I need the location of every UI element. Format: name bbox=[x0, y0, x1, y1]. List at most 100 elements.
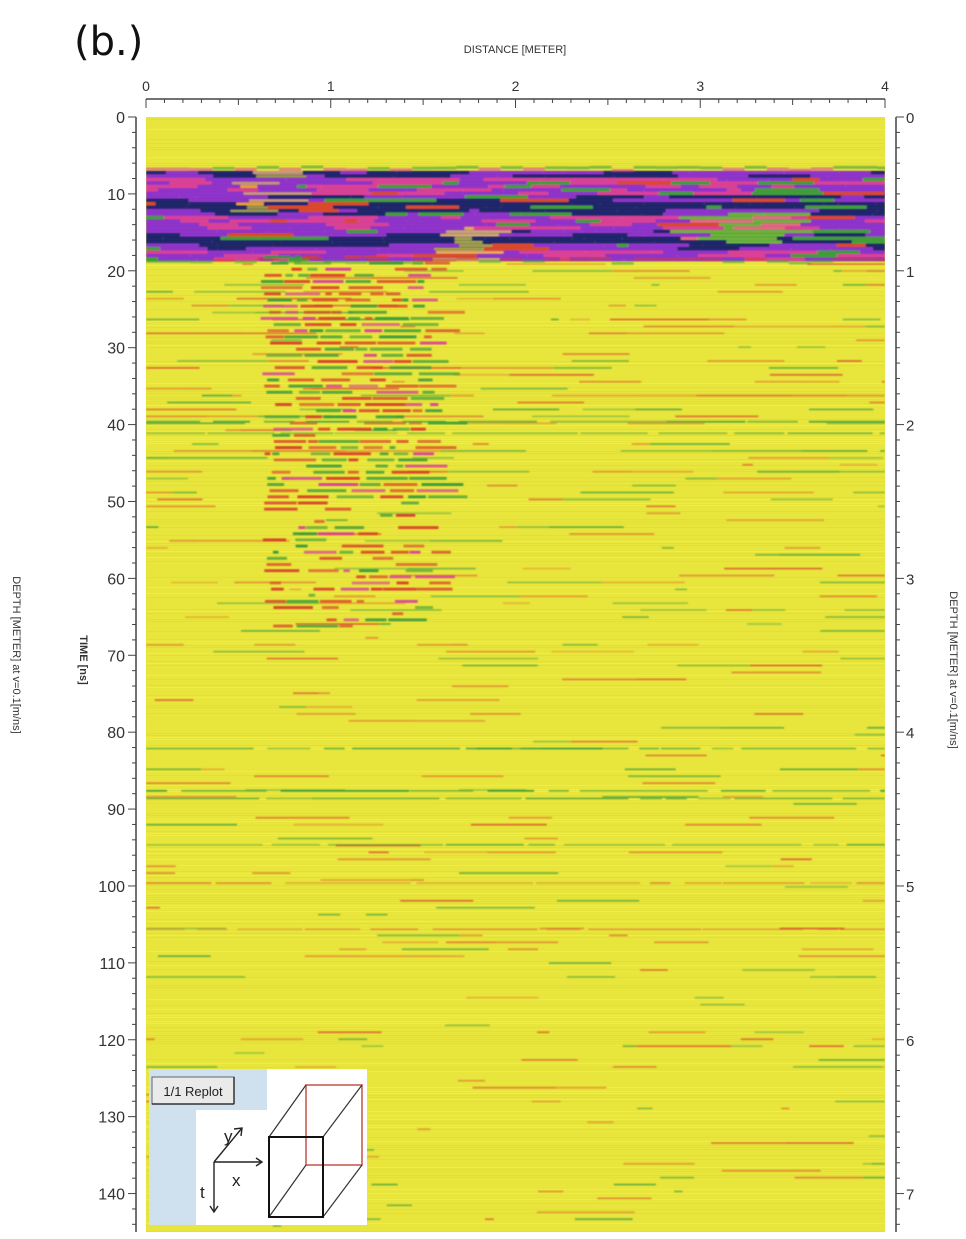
reflector-stroke bbox=[856, 339, 885, 342]
texture-line bbox=[146, 1097, 885, 1098]
cube-icon[interactable] bbox=[268, 1084, 363, 1218]
reflector-stroke bbox=[338, 208, 358, 213]
reflector-stroke bbox=[263, 304, 298, 308]
reflector-stroke bbox=[856, 236, 885, 241]
texture-line bbox=[146, 1099, 885, 1100]
reflector-stroke bbox=[531, 184, 560, 189]
reflector-stroke bbox=[527, 195, 576, 200]
reflector-stroke bbox=[849, 212, 873, 217]
reflector-stroke bbox=[417, 280, 425, 284]
reflector-stroke bbox=[307, 267, 318, 271]
texture-line bbox=[146, 745, 885, 746]
reflector-stroke bbox=[548, 789, 569, 792]
reflector-stroke bbox=[358, 532, 378, 536]
reflector-stroke bbox=[728, 212, 765, 217]
y-right-tick-label: 2 bbox=[906, 418, 914, 435]
reflector-stroke bbox=[371, 1183, 398, 1186]
texture-line bbox=[146, 679, 885, 680]
reflector-stroke bbox=[197, 539, 290, 542]
reflector-stroke bbox=[404, 464, 448, 468]
reflector-stroke bbox=[380, 495, 404, 499]
reflector-stroke bbox=[430, 595, 521, 598]
reflector-stroke bbox=[459, 177, 484, 182]
reflector-stroke bbox=[294, 329, 308, 333]
texture-line bbox=[146, 1059, 885, 1060]
reflector-stroke bbox=[173, 449, 252, 452]
reflector-stroke bbox=[146, 246, 161, 251]
reflector-stroke bbox=[826, 422, 885, 425]
reflector-stroke bbox=[146, 872, 175, 875]
reflector-stroke bbox=[346, 229, 378, 234]
texture-line bbox=[146, 1123, 885, 1124]
reflector-stroke bbox=[520, 212, 572, 217]
reflector-stroke bbox=[146, 243, 199, 248]
reflector-stroke bbox=[841, 195, 864, 200]
inset-right-area bbox=[267, 1069, 367, 1110]
reflector-stroke bbox=[451, 685, 509, 688]
reflector-stroke bbox=[269, 581, 281, 585]
reflector-stroke bbox=[370, 928, 419, 931]
texture-line bbox=[146, 611, 885, 612]
reflector-stroke bbox=[545, 174, 615, 179]
reflector-stroke bbox=[409, 550, 421, 554]
reflector-stroke bbox=[427, 310, 465, 314]
reflector-stroke bbox=[332, 205, 379, 210]
reflector-stroke bbox=[722, 795, 764, 798]
reflector-stroke bbox=[320, 879, 410, 882]
reflector-stroke bbox=[265, 335, 285, 339]
reflector-stroke bbox=[168, 167, 191, 171]
reflector-stroke bbox=[168, 456, 268, 459]
texture-line bbox=[146, 849, 885, 850]
reflector-stroke bbox=[318, 913, 341, 916]
reflector-stroke bbox=[793, 1065, 883, 1068]
reflector-stroke bbox=[267, 747, 311, 750]
reflector-stroke bbox=[252, 170, 303, 175]
texture-line bbox=[146, 641, 885, 642]
reflector-stroke bbox=[570, 318, 591, 321]
texture-line bbox=[146, 985, 885, 986]
reflector-stroke bbox=[393, 359, 412, 363]
reflector-stroke bbox=[721, 1169, 821, 1172]
reflector-stroke bbox=[293, 823, 384, 826]
y-tick-label: 30 bbox=[107, 341, 125, 358]
reflector-stroke bbox=[416, 699, 500, 702]
reflector-stroke bbox=[286, 177, 347, 182]
view-inset[interactable]: 1/1 Replot y x t bbox=[149, 1069, 367, 1225]
reflector-stroke bbox=[428, 495, 468, 499]
texture-line bbox=[146, 347, 885, 348]
reflector-stroke bbox=[371, 191, 399, 196]
reflector-stroke bbox=[801, 449, 868, 452]
reflector-stroke bbox=[788, 261, 812, 265]
reflector-stroke bbox=[609, 318, 709, 321]
reflector-stroke bbox=[251, 449, 346, 452]
replot-button[interactable]: 1/1 Replot bbox=[151, 1076, 235, 1105]
reflector-stroke bbox=[146, 257, 158, 262]
texture-line bbox=[146, 1091, 885, 1092]
reflector-stroke bbox=[839, 470, 885, 473]
reflector-stroke bbox=[436, 250, 504, 255]
reflector-stroke bbox=[416, 882, 534, 885]
reflector-stroke bbox=[412, 261, 424, 265]
reflector-stroke bbox=[197, 170, 253, 175]
reflector-stroke bbox=[408, 208, 470, 213]
reflector-stroke bbox=[275, 446, 303, 450]
reflector-stroke bbox=[332, 240, 385, 245]
panel-label: (b.) bbox=[74, 19, 143, 65]
texture-line bbox=[146, 337, 885, 338]
reflector-stroke bbox=[865, 243, 885, 248]
texture-line bbox=[146, 363, 885, 364]
reflector-stroke bbox=[272, 1225, 282, 1228]
reflector-stroke bbox=[819, 226, 840, 231]
reflector-stroke bbox=[723, 226, 734, 231]
reflector-stroke bbox=[207, 226, 252, 231]
reflector-stroke bbox=[520, 595, 588, 598]
texture-line bbox=[146, 661, 885, 662]
reflector-stroke bbox=[637, 1107, 653, 1110]
texture-line bbox=[146, 821, 885, 822]
reflector-stroke bbox=[337, 858, 431, 861]
texture-line bbox=[146, 1071, 885, 1072]
reflector-stroke bbox=[380, 513, 393, 517]
reflector-stroke bbox=[409, 789, 474, 792]
reflector-stroke bbox=[279, 260, 302, 264]
reflector-stroke bbox=[198, 243, 218, 248]
